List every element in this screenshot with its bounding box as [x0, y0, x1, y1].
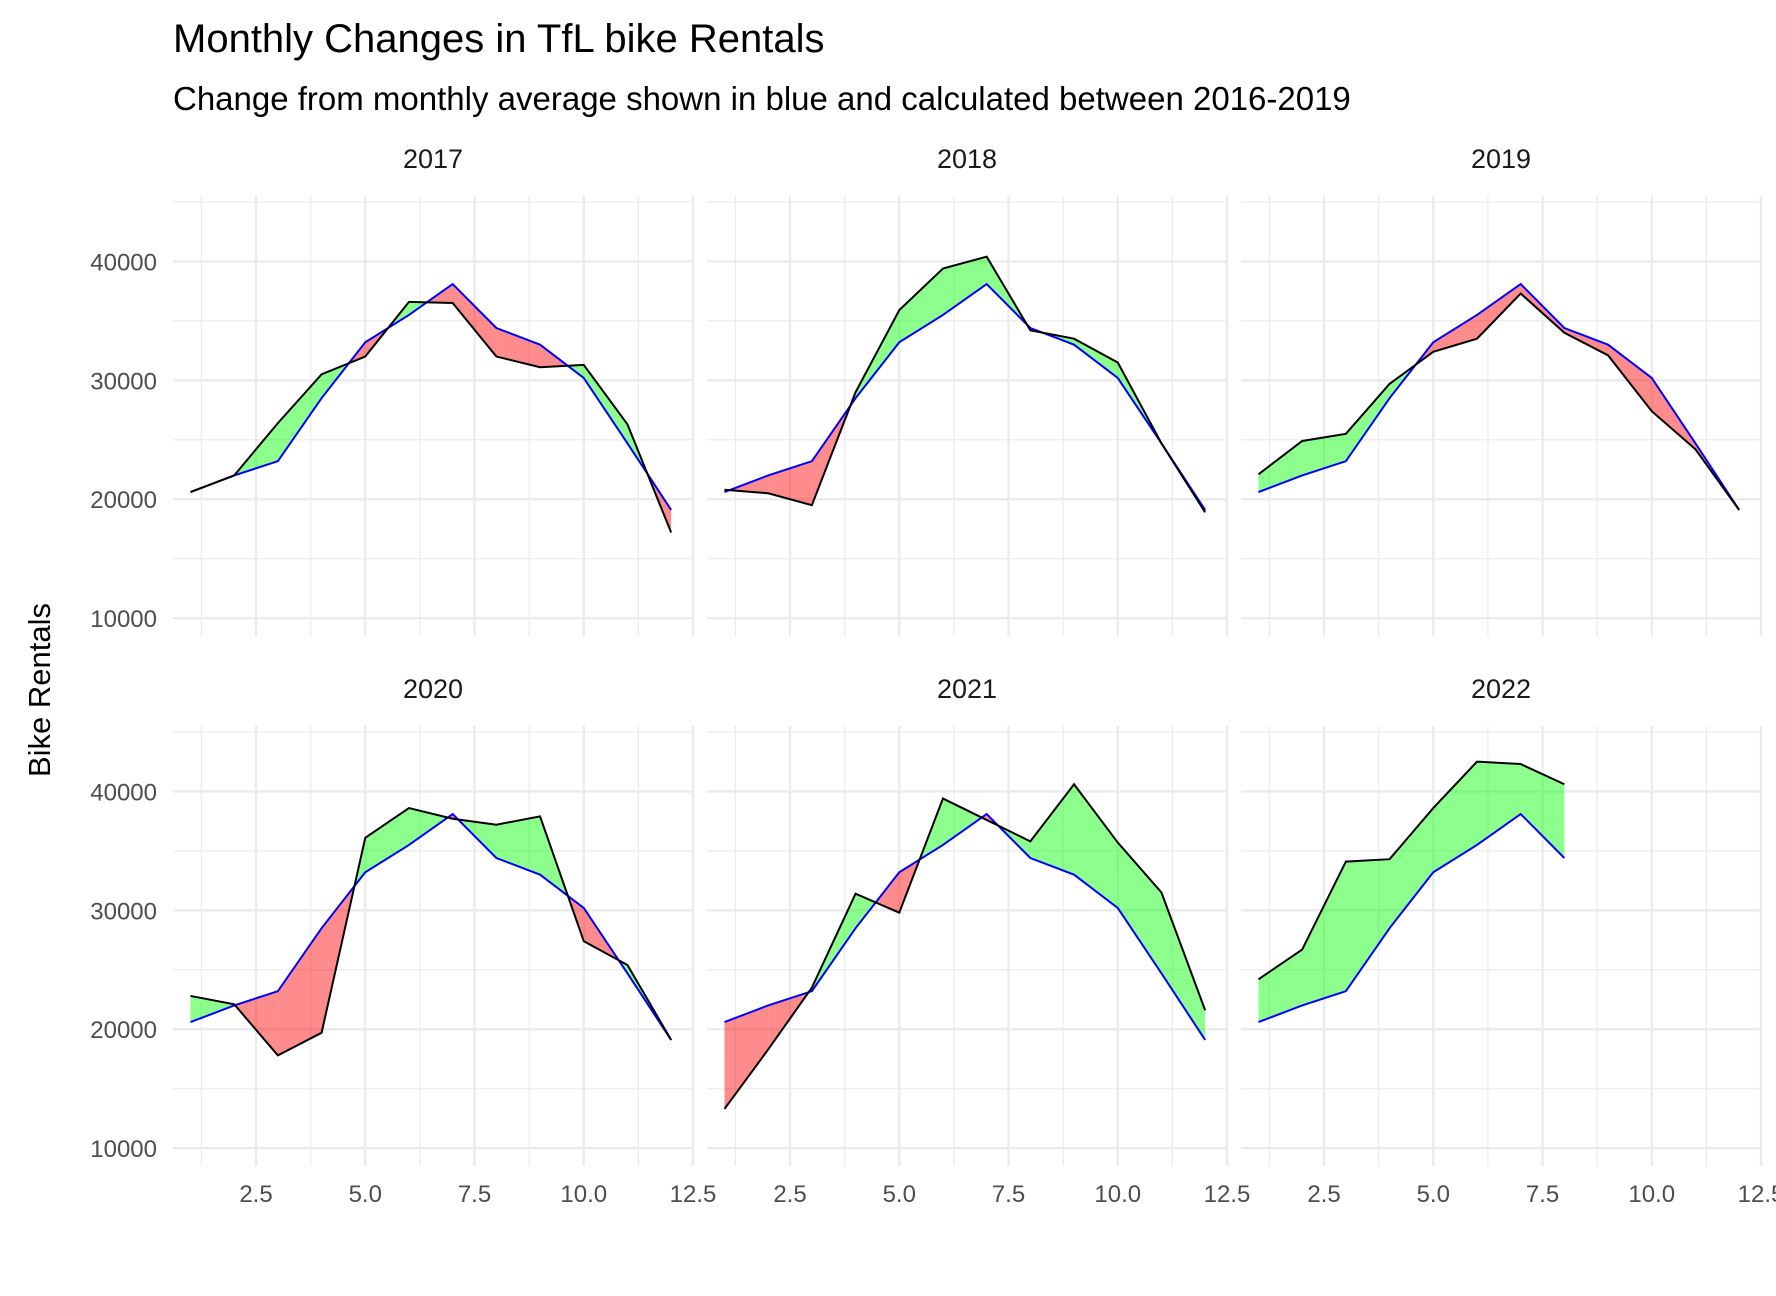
above-average-area — [1345, 859, 1390, 992]
chart-subtitle: Change from monthly average shown in blu… — [173, 80, 1351, 117]
facet-strip-label: 2018 — [937, 144, 997, 174]
x-tick-label: 12.5 — [1738, 1181, 1776, 1208]
facet-panel-2017: 2017 10000 20000 30000 40000 — [90, 144, 695, 636]
below-average-area — [1564, 328, 1609, 356]
facet-strip-label: 2022 — [1471, 674, 1531, 704]
above-average-area — [899, 268, 943, 343]
x-tick-label: 7.5 — [1526, 1181, 1559, 1208]
average-line — [724, 282, 1206, 511]
y-tick-label: 30000 — [90, 368, 157, 395]
below-average-area — [234, 991, 278, 1056]
actual-line — [190, 300, 673, 533]
facet-panels: 2017 10000 20000 30000 40000 2018 2019 2020 1000… — [90, 144, 1776, 1208]
x-tick-label: 10.0 — [560, 1181, 607, 1208]
above-average-area — [408, 808, 448, 845]
facet-panel-2018: 2018 — [707, 144, 1229, 636]
below-average-area — [875, 872, 900, 913]
above-average-area — [1345, 383, 1390, 462]
above-average-area — [1302, 433, 1346, 476]
actual-line — [724, 255, 1206, 513]
above-average-area — [1433, 761, 1477, 873]
x-tick-label: 12.5 — [670, 1181, 717, 1208]
x-tick-label: 2.5 — [773, 1181, 806, 1208]
above-average-area — [1030, 784, 1075, 875]
below-average-area — [496, 328, 541, 368]
average-line — [1258, 282, 1740, 511]
actual-line — [1257, 292, 1740, 511]
x-tick-label: 2.5 — [1307, 1181, 1340, 1208]
average-line — [190, 812, 672, 1041]
x-tick-label: 7.5 — [458, 1181, 491, 1208]
below-average-area — [1433, 314, 1477, 352]
above-average-area — [1161, 892, 1206, 1040]
facet-strip-label: 2020 — [403, 674, 463, 704]
average-line — [724, 812, 1206, 1041]
above-average-area — [855, 893, 876, 929]
below-average-area — [277, 928, 322, 1056]
facet-panel-2021: 2021 2.5 5.0 7.5 10.0 12.5 — [707, 674, 1250, 1208]
facet-panel-2020: 2020 10000 20000 30000 40000 2.5 5.0 7.5 10.0 12.… — [90, 674, 716, 1208]
x-tick-label: 10.0 — [1094, 1181, 1141, 1208]
facet-strip-label: 2021 — [937, 674, 997, 704]
facet-strip-label: 2019 — [1471, 144, 1531, 174]
average-line — [1258, 812, 1566, 1024]
average-line — [190, 282, 672, 511]
y-tick-label: 10000 — [90, 606, 157, 633]
x-tick-label: 5.0 — [349, 1181, 382, 1208]
y-tick-label: 40000 — [90, 249, 157, 276]
facet-panel-2019: 2019 — [1241, 144, 1763, 636]
above-average-area — [1520, 764, 1565, 858]
below-average-area — [452, 284, 497, 357]
facet-panel-2022: 2022 2.5 5.0 7.5 10.0 12.5 — [1241, 674, 1776, 1208]
x-tick-label: 7.5 — [992, 1181, 1025, 1208]
above-average-area — [1302, 861, 1346, 1006]
x-tick-label: 10.0 — [1628, 1181, 1675, 1208]
x-tick-label: 5.0 — [1417, 1181, 1450, 1208]
x-tick-label: 12.5 — [1204, 1181, 1251, 1208]
above-average-area — [1074, 784, 1118, 908]
above-average-area — [365, 808, 409, 873]
above-average-area — [1476, 761, 1521, 845]
above-average-area — [583, 364, 628, 444]
above-average-area — [277, 374, 322, 462]
above-average-area — [942, 798, 982, 845]
x-tick-label: 5.0 — [883, 1181, 916, 1208]
chart-title: Monthly Changes in TfL bike Rentals — [173, 17, 824, 61]
y-tick-label: 10000 — [90, 1136, 157, 1163]
above-average-area — [1389, 808, 1434, 929]
actual-line — [190, 806, 673, 1057]
y-axis-label: Bike Rentals — [22, 603, 57, 777]
above-average-area — [1074, 338, 1118, 378]
facet-strip-label: 2017 — [403, 144, 463, 174]
below-average-area — [1476, 284, 1521, 339]
y-tick-label: 30000 — [90, 898, 157, 925]
above-average-area — [1117, 842, 1162, 974]
y-tick-label: 20000 — [90, 1017, 157, 1044]
below-average-area — [1608, 344, 1652, 412]
y-tick-label: 40000 — [90, 779, 157, 806]
x-tick-label: 2.5 — [239, 1181, 272, 1208]
actual-line — [1257, 760, 1565, 981]
actual-line — [723, 782, 1207, 1110]
below-average-area — [724, 1005, 769, 1109]
above-average-area — [496, 816, 541, 875]
above-average-area — [1258, 949, 1303, 1023]
above-average-area — [942, 256, 987, 315]
y-tick-label: 20000 — [90, 487, 157, 514]
